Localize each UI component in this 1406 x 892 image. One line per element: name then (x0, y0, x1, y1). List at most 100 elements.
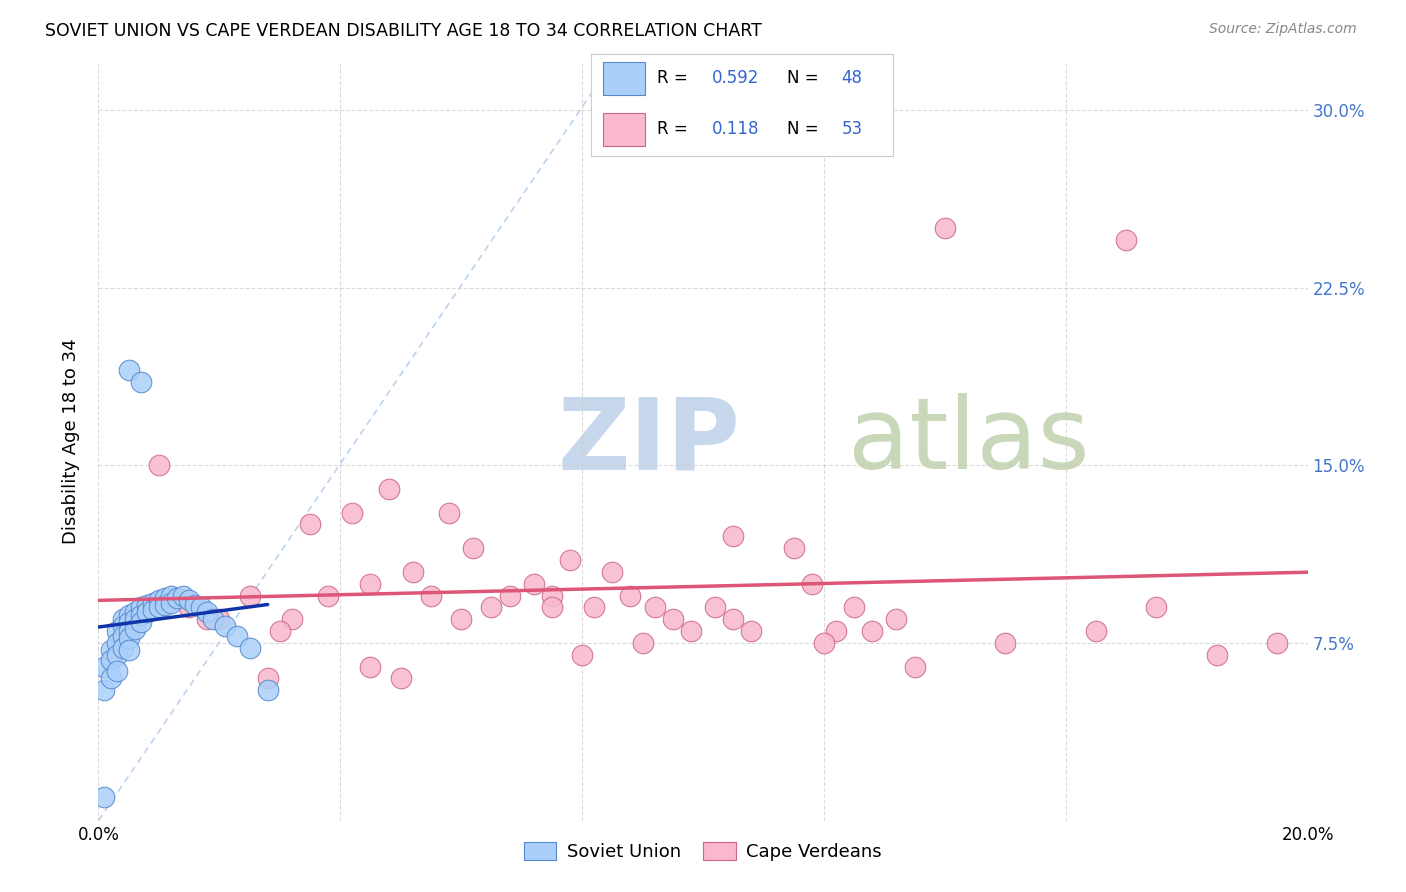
Point (661, 612, 683, 626)
Point (723, 529, 745, 543)
Text: N =: N = (787, 120, 824, 138)
Point (1206, 648, 1229, 662)
Point (179, 600, 201, 615)
Point (124, 605, 146, 619)
Point (129, 607, 152, 622)
Text: 48: 48 (841, 70, 862, 87)
Point (195, 605, 218, 619)
Point (118, 607, 141, 622)
Y-axis label: Disability Age 18 to 34: Disability Age 18 to 34 (62, 339, 80, 544)
Point (602, 565, 624, 579)
Point (1144, 600, 1167, 615)
Point (540, 589, 562, 603)
Point (172, 589, 194, 603)
Point (481, 600, 503, 615)
Point (420, 589, 443, 603)
Point (813, 636, 835, 650)
Text: Source: ZipAtlas.com: Source: ZipAtlas.com (1209, 22, 1357, 37)
Point (723, 612, 745, 626)
Point (93, 659, 115, 673)
Point (190, 600, 212, 615)
Point (256, 672, 278, 686)
Point (100, 652, 122, 666)
Point (105, 636, 128, 650)
Point (148, 458, 170, 473)
Point (179, 593, 201, 607)
Point (129, 600, 152, 615)
Point (402, 565, 425, 579)
Point (886, 612, 908, 626)
Point (239, 640, 262, 655)
Point (105, 665, 128, 679)
Point (202, 612, 225, 626)
Point (142, 596, 165, 610)
Point (111, 619, 134, 633)
Point (463, 541, 485, 556)
Point (239, 589, 262, 603)
Point (148, 593, 170, 607)
Point (571, 648, 593, 662)
FancyBboxPatch shape (603, 62, 645, 95)
Point (118, 615, 141, 629)
Point (437, 506, 460, 520)
Point (1085, 624, 1108, 639)
Point (994, 636, 1017, 650)
Point (153, 598, 176, 612)
FancyBboxPatch shape (603, 113, 645, 145)
Point (214, 619, 236, 633)
Point (124, 622, 146, 636)
Point (740, 624, 762, 639)
Point (105, 624, 128, 639)
Point (118, 624, 141, 639)
Point (148, 600, 170, 615)
Text: R =: R = (657, 70, 693, 87)
Point (498, 589, 520, 603)
Point (208, 612, 231, 626)
Text: 53: 53 (841, 120, 862, 138)
Point (135, 605, 157, 619)
Point (800, 576, 823, 591)
Point (160, 589, 183, 603)
Point (679, 624, 702, 639)
Text: atlas: atlas (848, 393, 1090, 490)
Text: R =: R = (657, 120, 699, 138)
Point (111, 612, 134, 626)
Point (558, 553, 581, 567)
Point (124, 612, 146, 626)
Point (118, 363, 141, 377)
Point (184, 598, 207, 612)
Point (281, 612, 304, 626)
Point (377, 482, 399, 496)
Point (160, 596, 183, 610)
Point (450, 612, 472, 626)
Point (93, 683, 115, 698)
Point (540, 600, 562, 615)
Point (100, 643, 122, 657)
Point (226, 629, 249, 643)
Point (142, 603, 165, 617)
Point (129, 615, 152, 629)
Point (583, 600, 606, 615)
Point (118, 643, 141, 657)
Point (934, 221, 956, 235)
Legend: Soviet Union, Cape Verdeans: Soviet Union, Cape Verdeans (517, 835, 889, 869)
Point (389, 672, 412, 686)
Point (93, 789, 115, 804)
Point (342, 506, 364, 520)
Point (269, 624, 291, 639)
Point (111, 629, 134, 643)
Text: SOVIET UNION VS CAPE VERDEAN DISABILITY AGE 18 TO 34 CORRELATION CHART: SOVIET UNION VS CAPE VERDEAN DISABILITY … (45, 22, 762, 40)
Point (1115, 233, 1137, 247)
Point (860, 624, 883, 639)
Point (844, 600, 866, 615)
Point (118, 631, 141, 645)
Point (523, 576, 546, 591)
Point (360, 576, 382, 591)
Point (153, 591, 176, 605)
Point (111, 640, 134, 655)
Point (904, 659, 927, 673)
Text: 0.118: 0.118 (711, 120, 759, 138)
Point (166, 591, 188, 605)
Point (105, 648, 128, 662)
Point (135, 598, 157, 612)
